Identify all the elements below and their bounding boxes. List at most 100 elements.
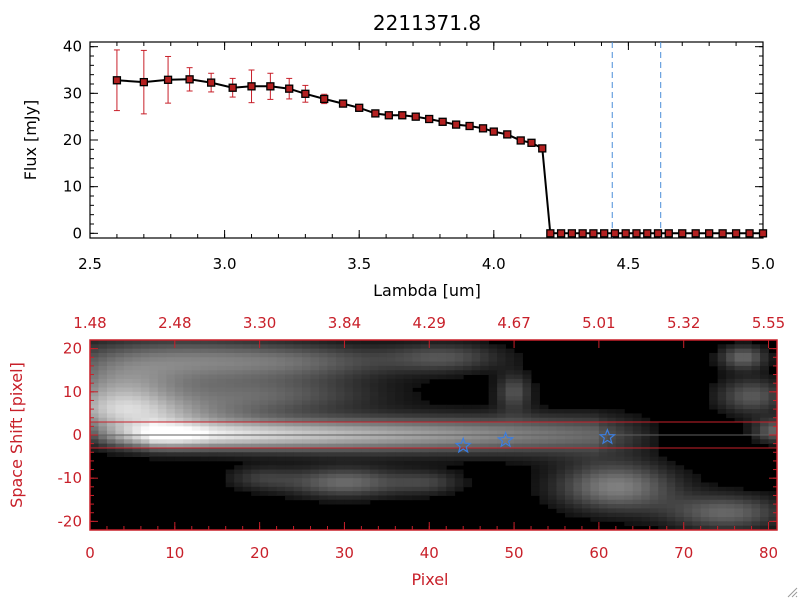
image-pixel — [293, 396, 303, 401]
image-pixel — [522, 417, 532, 423]
y-tick-label: 0 — [72, 224, 82, 242]
image-pixel — [581, 473, 591, 479]
image-pixel — [709, 517, 719, 522]
image-pixel — [675, 521, 685, 527]
image-pixel — [632, 508, 642, 514]
image-pixel — [276, 370, 286, 375]
image-pixel — [395, 396, 405, 401]
image-pixel — [573, 473, 583, 479]
image-pixel — [649, 478, 659, 483]
image-pixel — [488, 357, 498, 362]
image-pixel — [335, 417, 345, 423]
image-pixel — [590, 499, 600, 505]
image-pixel — [522, 422, 532, 427]
image-pixel — [285, 478, 294, 483]
image-pixel — [624, 430, 634, 436]
image-pixel — [132, 383, 142, 388]
image-pixel — [259, 370, 269, 375]
image-pixel — [497, 447, 506, 453]
image-pixel — [319, 340, 328, 345]
image-pixel — [412, 361, 422, 367]
image-pixel — [658, 521, 668, 527]
image-pixel — [412, 417, 422, 423]
image-pixel — [106, 426, 116, 432]
image-pixel — [157, 443, 167, 449]
flux-data-point — [338, 99, 348, 108]
image-pixel — [598, 413, 608, 419]
image-pixel — [369, 348, 379, 354]
image-pixel — [208, 426, 218, 432]
image-pixel — [760, 426, 769, 432]
image-pixel — [437, 426, 447, 432]
image-pixel — [234, 443, 244, 449]
image-pixel — [692, 473, 702, 479]
image-pixel — [276, 352, 286, 358]
image-pixel — [319, 383, 328, 388]
image-pixel — [514, 383, 523, 388]
image-pixel — [675, 495, 685, 501]
image-pixel — [751, 417, 761, 423]
image-pixel — [327, 340, 337, 345]
image-pixel — [335, 361, 345, 367]
image-pixel — [352, 352, 362, 358]
image-pixel — [649, 521, 659, 527]
image-pixel — [369, 447, 379, 453]
image-pixel — [692, 504, 702, 509]
image-pixel — [598, 473, 608, 479]
image-pixel — [369, 365, 379, 371]
image-pixel — [208, 378, 218, 384]
image-pixel — [751, 383, 761, 388]
image-pixel — [344, 352, 354, 358]
resize-grip-icon[interactable] — [786, 586, 798, 598]
image-pixel — [361, 391, 371, 397]
image-pixel — [488, 456, 498, 462]
image-pixel — [285, 426, 294, 432]
image-pixel — [268, 361, 277, 367]
image-pixel — [98, 443, 108, 449]
image-pixel — [234, 348, 244, 354]
image-pixel — [531, 478, 540, 483]
image-pixel — [522, 409, 532, 414]
image-pixel — [157, 452, 167, 457]
image-pixel — [149, 426, 159, 432]
image-pixel — [751, 357, 761, 362]
image-pixel — [386, 426, 396, 432]
image-pixel — [327, 473, 337, 479]
image-pixel — [590, 409, 600, 414]
image-pixel — [90, 443, 99, 449]
image-pixel — [344, 387, 354, 393]
image-pixel — [717, 517, 727, 522]
image-pixel — [463, 417, 473, 423]
image-pixel — [497, 357, 506, 362]
image-pixel — [386, 370, 396, 375]
image-pixel — [191, 409, 201, 414]
image-pixel — [208, 344, 218, 350]
image-pixel — [166, 374, 176, 380]
image-pixel — [276, 447, 286, 453]
image-pixel — [327, 426, 337, 432]
image-pixel — [234, 344, 244, 350]
image-pixel — [98, 352, 108, 358]
image-pixel — [344, 348, 354, 354]
image-pixel — [548, 430, 557, 436]
image-pixel — [564, 469, 574, 475]
image-pixel — [310, 465, 320, 470]
image-pixel — [437, 409, 447, 414]
image-pixel — [403, 491, 413, 496]
image-pixel — [166, 456, 176, 462]
image-pixel — [268, 344, 277, 350]
image-pixel — [344, 400, 354, 406]
image-pixel — [734, 383, 744, 388]
image-pixel — [310, 417, 320, 423]
image-pixel — [149, 396, 159, 401]
image-pixel — [310, 409, 320, 414]
image-pixel — [624, 447, 634, 453]
image-pixel — [293, 473, 303, 479]
image-pixel — [429, 348, 439, 354]
image-pixel — [514, 357, 523, 362]
image-pixel — [335, 348, 345, 354]
image-pixel — [352, 396, 362, 401]
image-pixel — [242, 486, 252, 492]
image-pixel — [437, 352, 447, 358]
image-pixel — [302, 443, 311, 449]
